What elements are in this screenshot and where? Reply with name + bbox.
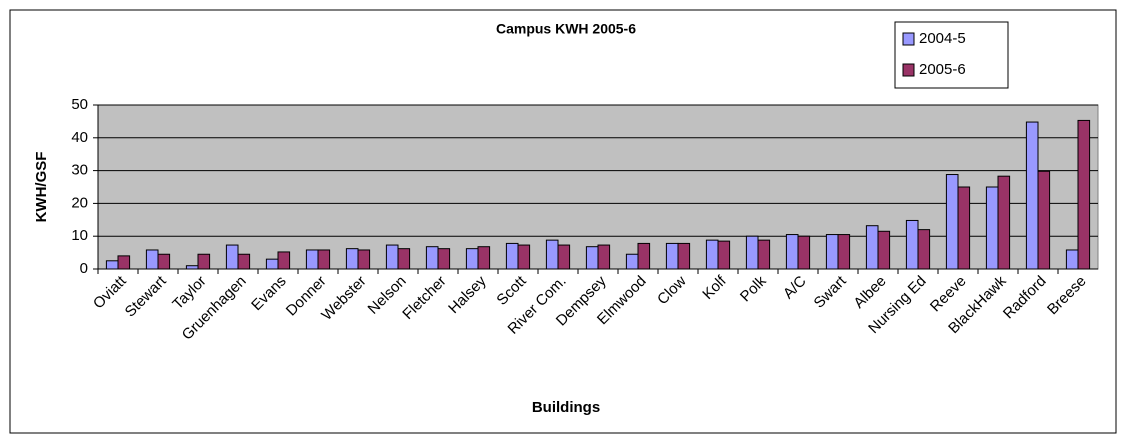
bar	[957, 186, 971, 270]
bar	[677, 242, 691, 270]
bar	[1025, 121, 1039, 270]
legend-label: 2004-5	[919, 30, 966, 47]
plot-area	[97, 104, 1099, 270]
bar	[745, 235, 759, 270]
y-axis-label: KWH/GSF	[33, 152, 50, 223]
bar	[837, 234, 851, 270]
bar	[985, 186, 999, 270]
x-axis-label: Buildings	[532, 399, 600, 416]
bar	[345, 248, 359, 270]
bar	[1065, 249, 1079, 270]
bar	[757, 239, 771, 270]
bar	[865, 225, 879, 270]
bar	[265, 258, 279, 270]
bar	[305, 249, 319, 270]
bar	[505, 242, 519, 270]
bar	[197, 253, 211, 270]
bar	[877, 230, 891, 270]
y-tick-label: 50	[71, 96, 88, 113]
bar	[437, 248, 451, 270]
bar	[625, 253, 639, 270]
bar	[317, 249, 331, 270]
bar	[637, 242, 651, 270]
legend-swatch	[902, 32, 915, 46]
bar	[945, 174, 959, 270]
bar	[517, 244, 531, 270]
bar	[545, 239, 559, 270]
bar	[277, 251, 291, 270]
bar	[105, 260, 119, 270]
bar	[905, 219, 919, 270]
y-tick-label: 40	[71, 129, 88, 146]
legend-swatch	[902, 63, 915, 77]
bar	[477, 246, 491, 270]
bar	[225, 244, 239, 270]
bar	[665, 242, 679, 270]
bar	[597, 244, 611, 270]
bar	[705, 239, 719, 270]
bar	[797, 235, 811, 270]
bar	[425, 246, 439, 270]
bar	[1037, 170, 1051, 270]
bar	[557, 244, 571, 270]
bar	[385, 244, 399, 270]
y-tick-label: 20	[71, 194, 88, 211]
bar	[917, 229, 931, 270]
bar	[825, 234, 839, 270]
bar	[237, 253, 251, 270]
bar	[997, 175, 1011, 270]
bar	[717, 240, 731, 270]
chart-title: Campus KWH 2005-6	[496, 21, 636, 37]
bar	[145, 249, 159, 270]
bar	[357, 249, 371, 270]
legend-label: 2005-6	[919, 61, 966, 78]
bar	[117, 255, 131, 270]
bar	[157, 253, 171, 270]
bar	[1077, 119, 1091, 270]
y-tick-label: 10	[71, 227, 88, 244]
bar	[465, 248, 479, 270]
bar	[585, 246, 599, 270]
bar	[397, 248, 411, 270]
y-tick-label: 0	[80, 260, 88, 277]
y-tick-label: 30	[71, 162, 88, 179]
bar	[785, 234, 799, 270]
